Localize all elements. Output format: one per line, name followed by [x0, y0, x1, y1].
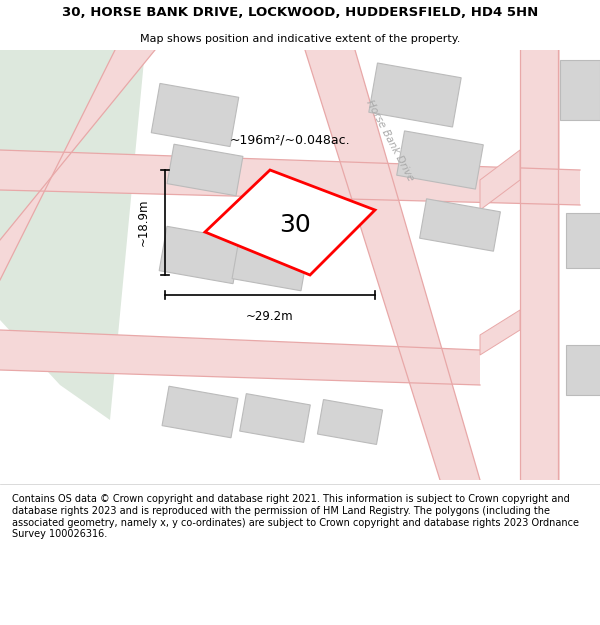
- Polygon shape: [419, 199, 500, 251]
- Polygon shape: [369, 63, 461, 127]
- Polygon shape: [205, 170, 375, 275]
- Polygon shape: [0, 50, 145, 420]
- Polygon shape: [397, 131, 483, 189]
- Polygon shape: [0, 330, 480, 385]
- Polygon shape: [317, 399, 383, 444]
- Polygon shape: [566, 213, 600, 268]
- Text: Map shows position and indicative extent of the property.: Map shows position and indicative extent…: [140, 34, 460, 44]
- Text: ~196m²/~0.048ac.: ~196m²/~0.048ac.: [230, 134, 350, 146]
- Polygon shape: [239, 394, 310, 442]
- Polygon shape: [480, 310, 520, 355]
- Polygon shape: [232, 239, 308, 291]
- Text: Contains OS data © Crown copyright and database right 2021. This information is : Contains OS data © Crown copyright and d…: [12, 494, 579, 539]
- Polygon shape: [305, 50, 480, 480]
- Polygon shape: [560, 60, 600, 120]
- Text: 30, HORSE BANK DRIVE, LOCKWOOD, HUDDERSFIELD, HD4 5HN: 30, HORSE BANK DRIVE, LOCKWOOD, HUDDERSF…: [62, 6, 538, 19]
- Polygon shape: [566, 345, 600, 395]
- Polygon shape: [0, 150, 580, 205]
- Text: Horse Bank Drive: Horse Bank Drive: [364, 98, 416, 182]
- Text: ~29.2m: ~29.2m: [246, 311, 294, 324]
- Polygon shape: [151, 83, 239, 147]
- Polygon shape: [480, 150, 520, 210]
- Polygon shape: [520, 50, 560, 480]
- Polygon shape: [159, 226, 241, 284]
- Polygon shape: [162, 386, 238, 438]
- Polygon shape: [0, 50, 155, 280]
- Text: ~18.9m: ~18.9m: [137, 199, 149, 246]
- Text: 30: 30: [279, 213, 311, 237]
- Polygon shape: [167, 144, 243, 196]
